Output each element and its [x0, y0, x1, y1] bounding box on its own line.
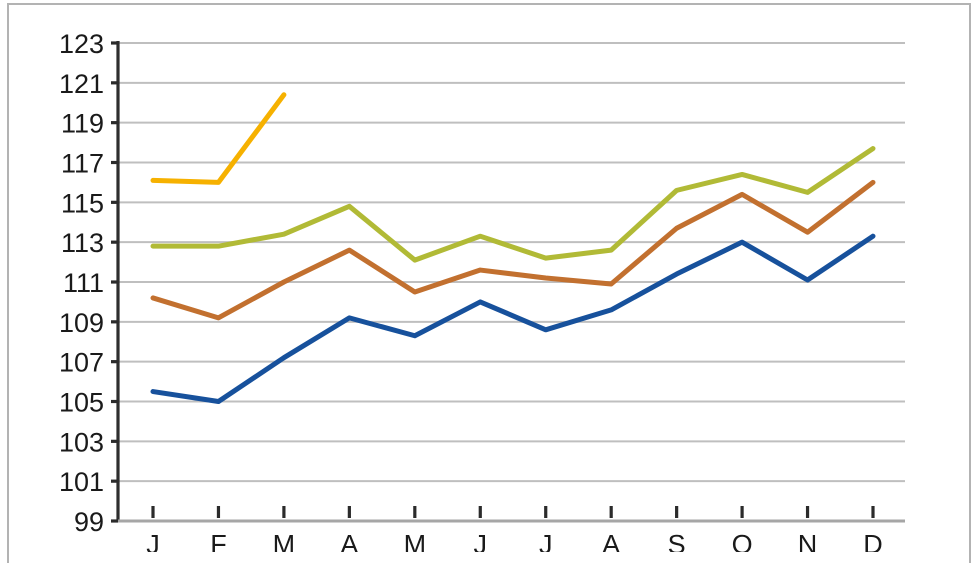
x-axis-label: M [404, 530, 427, 553]
x-tick-mark [609, 506, 613, 518]
y-tick-mark [111, 41, 118, 45]
x-tick-mark [805, 506, 810, 518]
y-axis-label: 111 [63, 268, 104, 298]
axes [111, 41, 905, 523]
x-tick-mark [151, 506, 155, 518]
x-tick-mark [282, 506, 286, 518]
y-tick-mark [111, 200, 118, 204]
y-tick-mark [111, 519, 118, 523]
x-axis-label: J [539, 530, 553, 553]
series-lines [150, 92, 876, 404]
y-tick-mark [111, 280, 118, 284]
x-axis-label: J [474, 530, 488, 553]
y-axis-label: 119 [61, 109, 104, 139]
axis-labels: 99 101 103 105 107 109 111 113 115 117 119 121 123 J F… [59, 29, 883, 552]
x-axis-label: N [798, 530, 818, 553]
series-orange [150, 179, 876, 321]
y-tick-mark [111, 479, 118, 483]
x-axis-label: D [863, 530, 883, 553]
x-tick-mark [347, 506, 351, 518]
y-axis-label: 123 [59, 29, 104, 59]
x-tick-mark [675, 506, 679, 518]
x-tick-mark [740, 506, 744, 518]
y-tick-mark [111, 81, 118, 85]
y-axis-label: 121 [59, 69, 104, 99]
y-axis-label: 101 [59, 467, 104, 497]
x-tick-mark [216, 506, 221, 518]
series-olive [150, 146, 876, 263]
y-tick-mark [111, 320, 118, 324]
y-tick-mark [111, 360, 118, 364]
y-tick-mark [111, 160, 118, 165]
y-tick-mark [111, 399, 118, 404]
y-axis-label: 107 [59, 348, 104, 378]
x-axis-label: F [210, 530, 227, 553]
gridlines [118, 42, 905, 483]
y-axis-label: 115 [61, 188, 104, 218]
y-axis-label: 113 [61, 228, 104, 258]
x-tick-mark [871, 506, 875, 518]
x-axis-label: A [340, 530, 358, 553]
series-yellow [150, 92, 287, 185]
x-tick-mark [544, 506, 548, 518]
x-tick-mark [413, 506, 417, 518]
y-axis-label: 109 [59, 308, 104, 338]
x-axis-label: M [273, 530, 296, 553]
y-axis-label: 105 [59, 388, 104, 418]
series-blue [150, 233, 876, 404]
y-tick-mark [111, 121, 118, 125]
x-tick-mark [478, 506, 482, 518]
y-axis-label: 117 [61, 149, 104, 179]
y-tick-mark [111, 240, 118, 244]
y-axis-label: 103 [59, 427, 104, 457]
x-axis-label: S [668, 530, 686, 553]
x-axis-label: J [146, 530, 160, 553]
x-axis-label: O [732, 530, 753, 553]
x-axis-label: A [602, 530, 620, 553]
y-axis-label: 99 [74, 507, 104, 537]
y-tick-mark [111, 439, 118, 443]
